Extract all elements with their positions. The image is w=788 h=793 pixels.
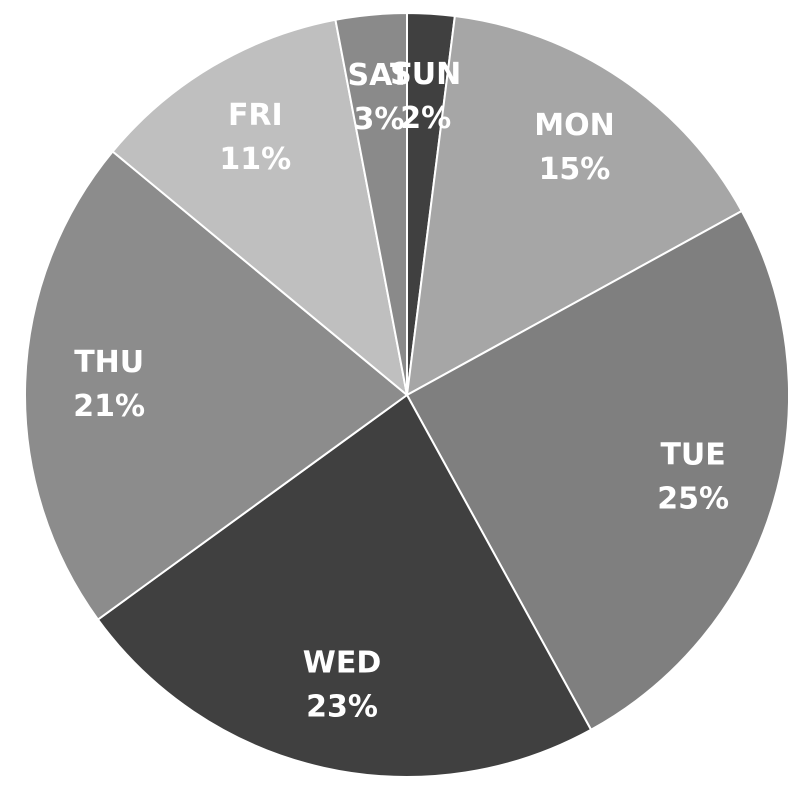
pie-slice xyxy=(111,18,409,398)
slice-value-label: 11% xyxy=(219,142,291,177)
slice-name: TUE xyxy=(660,438,725,473)
slice-name: THU xyxy=(74,345,144,380)
pie-slice xyxy=(96,393,593,778)
pie-slice xyxy=(405,14,744,397)
slice-value-label: 3% xyxy=(353,102,404,137)
pie-slice xyxy=(334,11,408,396)
slice-name: SAT xyxy=(347,58,410,93)
slice-name: FRI xyxy=(228,98,283,133)
slice-name: WED xyxy=(303,645,382,680)
slice-value-label: 21% xyxy=(73,389,145,424)
slice-value-label: 2% xyxy=(400,101,451,136)
pie-slice xyxy=(24,150,409,621)
pie-slice xyxy=(405,209,788,732)
slice-value-label: 25% xyxy=(657,482,729,517)
slice-name: MON xyxy=(534,108,614,143)
slice-value-label: 23% xyxy=(306,689,378,724)
slice-name: SUN xyxy=(390,57,461,92)
slice-value-label: 15% xyxy=(539,152,611,187)
